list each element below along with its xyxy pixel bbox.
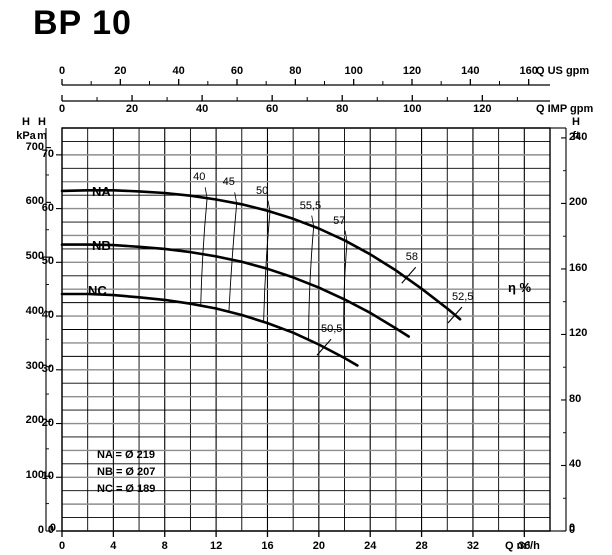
curve-tag-na: NA (92, 184, 111, 199)
bottom-axis (61, 531, 525, 537)
bottom-tick-16: 16 (261, 540, 274, 552)
left-kpa-tick-700: 700 (25, 140, 44, 153)
page-title: BP 10 (33, 4, 132, 42)
head-curves (60, 189, 462, 367)
legend-row-2: NC = Ø 189 (97, 483, 156, 495)
right-axis (550, 127, 567, 532)
left-m-tick-70: 70 (41, 147, 54, 160)
left-kpa-axis-unit: kPa (16, 130, 36, 142)
right-ft-tick-80: 80 (569, 392, 582, 405)
left-m-tick-30: 30 (41, 362, 54, 375)
top-imp-tick-20: 20 (125, 103, 139, 115)
top-imp-tick-60: 60 (266, 103, 279, 115)
left-axes (45, 128, 62, 532)
right-ft-axis-unit: ft (572, 130, 580, 142)
curve-nc (60, 292, 359, 367)
left-m-tick-10: 10 (41, 470, 54, 483)
left-m-tick-0: 0 (47, 524, 54, 536)
left-m-axis-name: H (38, 116, 46, 128)
bottom-tick-32: 32 (466, 540, 480, 552)
left-kpa-tick-600: 600 (25, 195, 44, 208)
efficiency-point-label-52-5: 52,5 (451, 290, 474, 303)
bottom-tick-4: 4 (110, 540, 117, 552)
left-kpa-tick-400: 400 (25, 304, 44, 317)
bottom-tick-12: 12 (209, 540, 223, 552)
top-imp-tick-40: 40 (195, 103, 209, 115)
right-ft-tick-160: 160 (569, 261, 588, 274)
right-ft-tick-40: 40 (569, 458, 582, 471)
bottom-zero-left: 0 (49, 522, 56, 534)
top-axis-name-imp: Q IMP gpm (536, 103, 594, 115)
bottom-tick-28: 28 (415, 540, 428, 552)
left-kpa-tick-100: 100 (25, 469, 44, 482)
right-ft-tick-120: 120 (569, 327, 588, 340)
legend-row-0: NA = Ø 219 (97, 449, 155, 461)
top-us-tick-20: 20 (114, 65, 127, 77)
efficiency-point-label-50-5: 50,5 (320, 323, 343, 336)
curve-nb (60, 243, 410, 338)
efficiency-label-45: 45 (222, 176, 235, 189)
efficiency-label-55-5: 55,5 (299, 199, 322, 212)
efficiency-point-label-58: 58 (405, 251, 418, 264)
bottom-tick-36: 36 (518, 540, 531, 552)
left-m-tick-40: 40 (41, 309, 54, 322)
top-axis-name-us: Q US gpm (536, 65, 590, 77)
top-imp-tick-120: 120 (473, 103, 492, 115)
top-axes (61, 79, 550, 102)
bottom-tick-8: 8 (161, 540, 168, 552)
curve-tag-nc: NC (88, 283, 107, 298)
left-m-tick-60: 60 (41, 201, 54, 214)
left-kpa-tick-500: 500 (25, 250, 44, 263)
left-kpa-tick-300: 300 (25, 359, 44, 372)
top-imp-tick-80: 80 (336, 103, 349, 115)
legend-row-1: NB = Ø 207 (97, 466, 156, 478)
efficiency-label-57: 57 (333, 214, 346, 227)
bottom-tick-0: 0 (58, 540, 66, 552)
bottom-axis-name: Q m³/h (505, 540, 540, 552)
right-ft-tick-240: 240 (569, 130, 588, 143)
top-us-tick-40: 40 (172, 65, 185, 77)
left-m-axis-unit: m (37, 130, 47, 142)
top-us-tick-0: 0 (58, 65, 66, 77)
efficiency-label-50: 50 (256, 184, 269, 197)
curve-tag-nb: NB (92, 238, 111, 253)
top-us-tick-80: 80 (289, 65, 302, 77)
top-us-tick-140: 140 (461, 65, 480, 77)
top-us-tick-60: 60 (230, 65, 244, 77)
bottom-tick-20: 20 (312, 540, 325, 552)
right-ft-axis-name: H (572, 116, 580, 128)
bottom-tick-24: 24 (364, 540, 377, 552)
top-imp-tick-100: 100 (403, 103, 422, 115)
curve-na (60, 189, 462, 321)
left-kpa-tick-200: 200 (25, 414, 44, 427)
efficiency-label-40: 40 (193, 171, 206, 184)
top-us-tick-100: 100 (344, 65, 363, 77)
left-m-tick-20: 20 (41, 416, 54, 429)
top-imp-tick-0: 0 (58, 103, 66, 115)
left-kpa-tick-0: 0 (37, 524, 44, 536)
top-us-tick-160: 160 (519, 65, 538, 77)
top-us-tick-120: 120 (402, 65, 422, 77)
left-m-tick-50: 50 (41, 255, 54, 268)
eta-percent-label: η % (508, 280, 532, 295)
left-kpa-axis-name: H (22, 116, 30, 128)
chart-gridlines (61, 127, 551, 532)
bottom-zero-right: 0 (569, 522, 576, 534)
efficiency-point-markers (316, 266, 463, 356)
right-ft-tick-0: 0 (569, 524, 576, 536)
right-ft-tick-200: 200 (569, 196, 588, 209)
